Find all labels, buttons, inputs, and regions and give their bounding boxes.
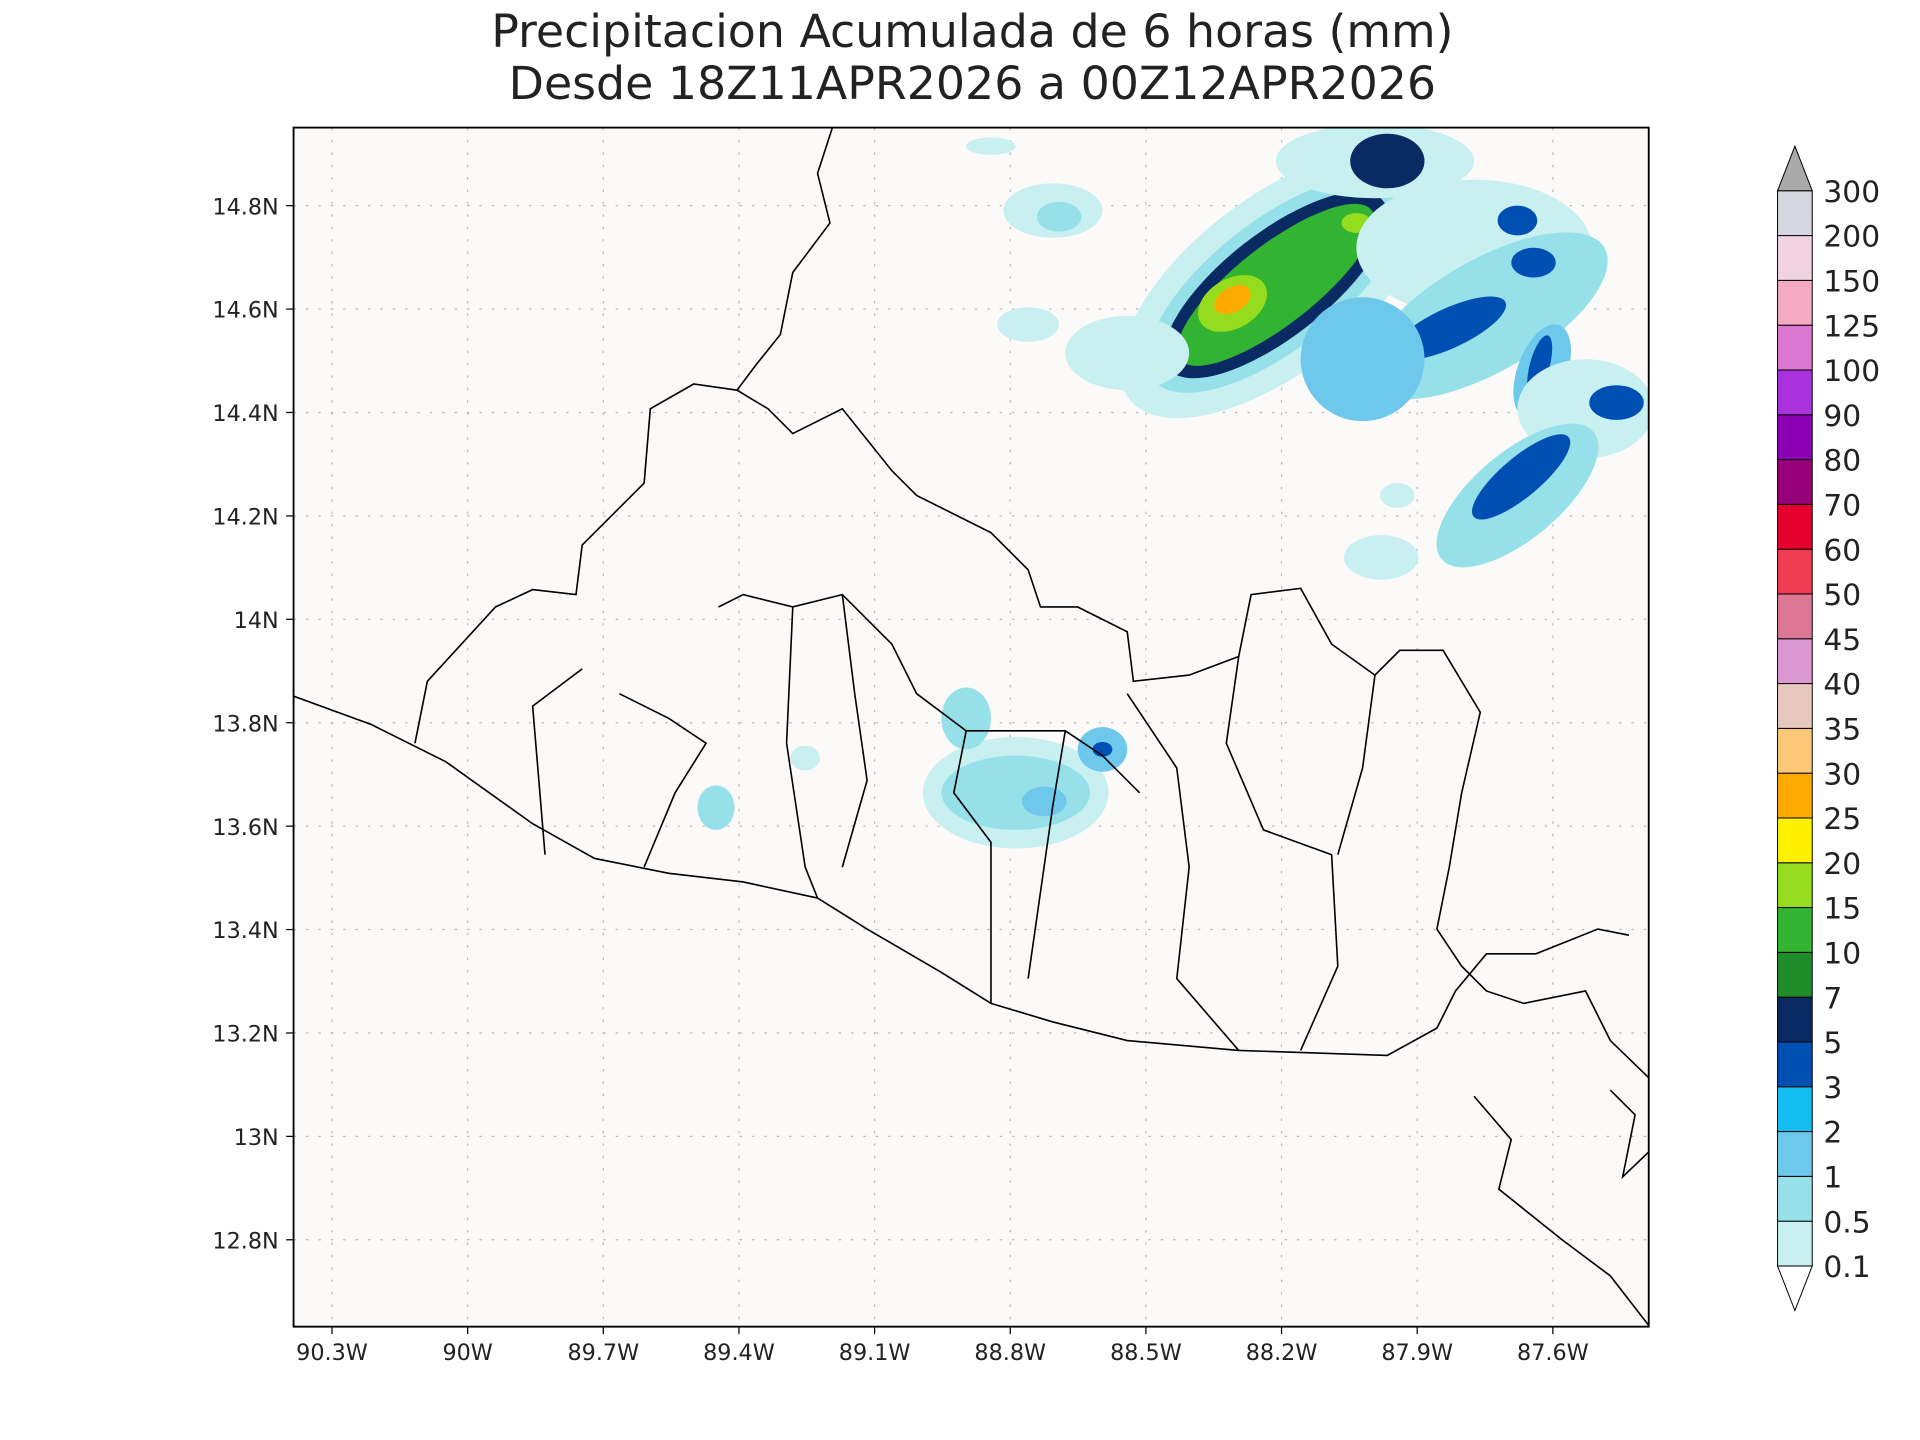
x-tick-label: 89.7W: [567, 1340, 639, 1366]
axes: 90.3W 90W 89.7W 89.4W 89.1W 88.8W 88.5W 88.2W 87…: [212, 194, 1588, 1366]
colorbar-segment: [1777, 1086, 1813, 1133]
colorbar-segment: [1777, 1220, 1813, 1267]
colorbar-segment: [1777, 235, 1813, 281]
y-tick-label: 14.4N: [212, 401, 278, 427]
colorbar-label: 0.1: [1823, 1250, 1870, 1285]
colorbar-label: 200: [1823, 220, 1880, 255]
y-tick-label: 13N: [234, 1125, 279, 1151]
x-tick-label: 89.1W: [839, 1340, 911, 1366]
colorbar-segment: [1777, 996, 1813, 1043]
colorbar-segment: [1777, 951, 1813, 998]
y-tick-label: 14N: [234, 608, 279, 634]
precipitation: [697, 127, 1649, 849]
colorbar-segment: [1777, 369, 1813, 416]
colorbar-segment: [1777, 548, 1813, 595]
x-tick-label: 89.4W: [703, 1340, 775, 1366]
colorbar-label: 3: [1823, 1071, 1842, 1106]
colorbar-label: 20: [1823, 847, 1861, 882]
colorbar-segment: [1777, 638, 1813, 685]
colorbar-label: 0.5: [1823, 1205, 1870, 1240]
colorbar-label: 70: [1823, 489, 1861, 524]
colorbar-label: 7: [1823, 981, 1842, 1016]
colorbar-segment: [1777, 1131, 1813, 1177]
x-tick-label: 90.3W: [296, 1340, 368, 1366]
y-tick-label: 14.2N: [212, 505, 278, 531]
y-tick-label: 12.8N: [212, 1228, 278, 1254]
colorbar-label: 60: [1823, 533, 1861, 568]
colorbar-label: 125: [1823, 309, 1880, 344]
colorbar-label: 45: [1823, 623, 1861, 658]
colorbar-segment: [1777, 817, 1813, 864]
x-tick-label: 87.6W: [1517, 1340, 1589, 1366]
colorbar: 0.10.51235710152025303540455060708090100…: [1776, 144, 1880, 1312]
y-tick-label: 13.4N: [212, 918, 278, 944]
colorbar-label: 50: [1823, 578, 1861, 613]
colorbar-over: [1776, 144, 1813, 192]
y-tick-label: 13.2N: [212, 1022, 278, 1048]
colorbar-label: 25: [1823, 802, 1861, 837]
colorbar-segment: [1777, 1041, 1813, 1088]
colorbar-segment: [1777, 324, 1813, 371]
colorbar-label: 90: [1823, 399, 1861, 434]
x-tick-label: 88.2W: [1246, 1340, 1318, 1366]
map-frame: [292, 126, 1650, 1328]
colorbar-label: 1: [1823, 1161, 1842, 1196]
colorbar-segment: [1777, 683, 1813, 729]
colorbar-segment: [1777, 727, 1813, 774]
colorbar-segment: [1777, 459, 1813, 505]
colorbar-segment: [1777, 772, 1813, 819]
colorbar-label: 5: [1823, 1026, 1842, 1061]
x-tick-label: 88.5W: [1110, 1340, 1182, 1366]
colorbar-segment: [1777, 907, 1813, 953]
x-tick-label: 87.9W: [1381, 1340, 1453, 1366]
colorbar-label: 100: [1823, 354, 1880, 389]
colorbar-segment: [1777, 279, 1813, 326]
colorbar-segment: [1777, 414, 1813, 461]
y-tick-label: 13.8N: [212, 711, 278, 737]
colorbar-label: 300: [1823, 175, 1880, 210]
map-subtitle: Desde 18Z11APR2026 a 00Z12APR2026: [509, 56, 1436, 110]
colorbar-segment: [1777, 1175, 1813, 1222]
x-tick-label: 88.8W: [974, 1340, 1046, 1366]
colorbar-label: 35: [1823, 713, 1861, 748]
colorbar-label: 80: [1823, 444, 1861, 479]
y-tick-label: 13.6N: [212, 815, 278, 841]
colorbar-label: 10: [1823, 937, 1861, 972]
colorbar-segment: [1777, 593, 1813, 640]
y-tick-label: 14.8N: [212, 194, 278, 220]
colorbar-label: 40: [1823, 668, 1861, 703]
colorbar-label: 2: [1823, 1116, 1842, 1151]
boundaries: [293, 127, 1649, 1326]
x-tick-label: 90W: [442, 1340, 492, 1366]
colorbar-label: 30: [1823, 757, 1861, 792]
colorbar-segment: [1777, 862, 1813, 909]
colorbar-segment: [1777, 190, 1813, 237]
y-tick-label: 14.6N: [212, 298, 278, 324]
colorbar-under: [1776, 1265, 1813, 1312]
map-title: Precipitacion Acumulada de 6 horas (mm): [491, 4, 1453, 58]
colorbar-label: 15: [1823, 892, 1861, 927]
colorbar-label: 150: [1823, 265, 1880, 300]
colorbar-segment: [1777, 503, 1813, 550]
